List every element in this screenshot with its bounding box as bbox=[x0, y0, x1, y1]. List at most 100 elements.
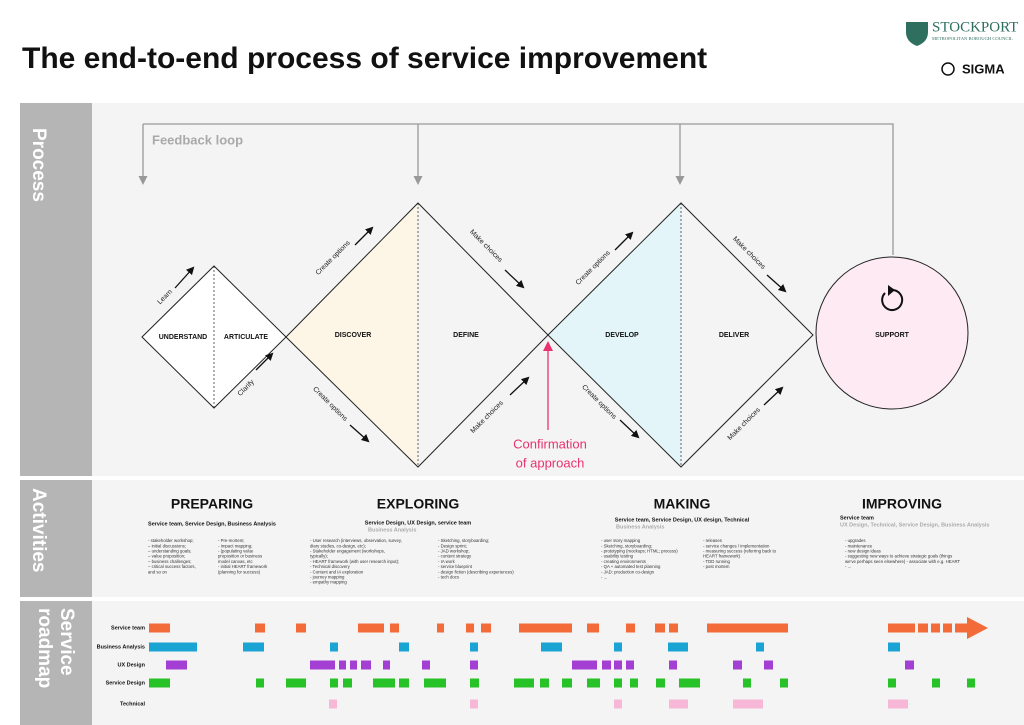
section-bar bbox=[20, 480, 92, 597]
logo-text: STOCKPORT bbox=[932, 19, 1018, 35]
roadmap-row-label: UX Design bbox=[117, 662, 145, 668]
process-arrow bbox=[614, 231, 634, 251]
activity-title: EXPLORING bbox=[377, 496, 460, 512]
roadmap-block bbox=[343, 678, 352, 688]
roadmap-block bbox=[243, 642, 264, 652]
activity-item: - service changes / implementation bbox=[703, 543, 770, 548]
activity-item: - Impact mapping; bbox=[218, 543, 252, 548]
activity-item: - post mortem bbox=[703, 564, 730, 569]
activity-item: we've perhaps seen elsewhere) - associat… bbox=[845, 559, 961, 564]
activity-item: - user story mapping bbox=[601, 538, 641, 543]
activity-item: - User research (interviews, observation… bbox=[310, 538, 402, 543]
activity-item: - JAD workshop; bbox=[438, 549, 470, 554]
section-label: Activities bbox=[28, 488, 49, 572]
roadmap-block bbox=[514, 678, 534, 688]
roadmap-block bbox=[630, 678, 638, 688]
roadmap-block bbox=[679, 678, 700, 688]
activity-item: - HEART framework (with user research in… bbox=[310, 559, 399, 564]
activity-item: - Pre-mortem; bbox=[218, 538, 245, 543]
activity-item: - Sketching, storyboarding; bbox=[438, 538, 489, 543]
roadmap-block bbox=[918, 623, 928, 633]
roadmap-block bbox=[614, 699, 622, 709]
roadmap-block bbox=[668, 642, 688, 652]
roadmap-block bbox=[166, 660, 187, 670]
activity-item: - IA work bbox=[438, 559, 456, 564]
stage-label: DISCOVER bbox=[335, 332, 372, 339]
stage-label: SUPPORT bbox=[875, 332, 910, 339]
roadmap-block bbox=[390, 623, 399, 633]
process-arrow bbox=[255, 352, 274, 371]
roadmap-block bbox=[361, 660, 371, 670]
roadmap-block bbox=[733, 699, 763, 709]
roadmap-row-label: Service team bbox=[111, 625, 145, 631]
roadmap-block bbox=[481, 623, 491, 633]
activity-item: (planning for success) bbox=[218, 569, 261, 574]
activity-item: - empathy mapping bbox=[310, 580, 347, 585]
roadmap-block bbox=[540, 678, 549, 688]
feedback-loop bbox=[138, 123, 894, 255]
stage-label: DELIVER bbox=[719, 332, 749, 339]
support-circle bbox=[815, 256, 969, 410]
loop-line bbox=[143, 123, 894, 255]
process-arrow bbox=[763, 386, 784, 406]
roadmap-block bbox=[756, 642, 764, 652]
roadmap-block bbox=[587, 623, 599, 633]
roadmap-block bbox=[329, 699, 337, 709]
roadmap-block bbox=[943, 623, 952, 633]
activity-item: - JAD: production co-design bbox=[601, 569, 655, 574]
roadmap-block bbox=[256, 678, 264, 688]
roadmap-block bbox=[470, 642, 478, 652]
roadmap-block bbox=[437, 623, 444, 633]
roadmap-block bbox=[399, 642, 409, 652]
process-arrow bbox=[354, 226, 374, 246]
roadmap-block bbox=[470, 699, 478, 709]
activity-item: - service blueprint bbox=[438, 564, 473, 569]
activity-item: - content strategy bbox=[438, 554, 472, 559]
roadmap-block bbox=[149, 642, 197, 652]
diamond-half bbox=[548, 203, 681, 467]
activity-item: - QA + automated test planning bbox=[601, 564, 661, 569]
roadmap-block bbox=[602, 660, 611, 670]
process-arrow bbox=[509, 376, 530, 396]
roadmap-block bbox=[888, 642, 900, 652]
activity-title: IMPROVING bbox=[862, 496, 942, 512]
activity-item: - upgrades bbox=[845, 538, 866, 543]
page-title: The end-to-end process of service improv… bbox=[22, 42, 707, 75]
activity-item: diary studies, co-design, etc); bbox=[310, 543, 366, 548]
sigma-icon bbox=[941, 62, 955, 76]
roadmap-block bbox=[422, 660, 430, 670]
roadmap-block bbox=[541, 642, 562, 652]
activity-item: typically); bbox=[310, 554, 328, 559]
section-bar bbox=[20, 601, 92, 725]
roadmap-block bbox=[286, 678, 306, 688]
activity-title: MAKING bbox=[654, 496, 711, 512]
roadmap-block bbox=[764, 660, 773, 670]
roadmap-block bbox=[339, 660, 346, 670]
diamond-develop bbox=[547, 202, 814, 468]
activity-item: – critical success factors, bbox=[148, 564, 196, 569]
activity-item: - ... bbox=[601, 575, 607, 580]
process-arrow bbox=[504, 269, 525, 289]
roadmap-block bbox=[562, 678, 572, 688]
crest bbox=[906, 22, 928, 46]
roadmap-block bbox=[655, 623, 665, 633]
activity-teams-secondary: Business Analysis bbox=[368, 527, 416, 533]
roadmap-block bbox=[905, 660, 914, 670]
roadmap-block bbox=[669, 699, 688, 709]
roadmap-block bbox=[888, 678, 896, 688]
roadmap-block bbox=[967, 678, 975, 688]
feedback-label: Feedback loop bbox=[152, 132, 243, 147]
roadmap-panel bbox=[92, 601, 1024, 725]
activity-item: – initial discussions; bbox=[148, 543, 186, 548]
activity-item: model canvas, etc bbox=[218, 559, 253, 564]
section-bar bbox=[20, 103, 92, 476]
activity-teams: Service Design, UX Design, service team bbox=[365, 520, 471, 526]
roadmap-block bbox=[149, 678, 170, 688]
roadmap-block bbox=[383, 660, 390, 670]
roadmap-block bbox=[350, 660, 357, 670]
roadmap-block bbox=[733, 660, 742, 670]
activity-item: and so on bbox=[148, 569, 167, 574]
roadmap-block bbox=[888, 699, 908, 709]
activity-teams: Service team bbox=[840, 515, 874, 521]
stage-label: DEFINE bbox=[453, 332, 479, 339]
